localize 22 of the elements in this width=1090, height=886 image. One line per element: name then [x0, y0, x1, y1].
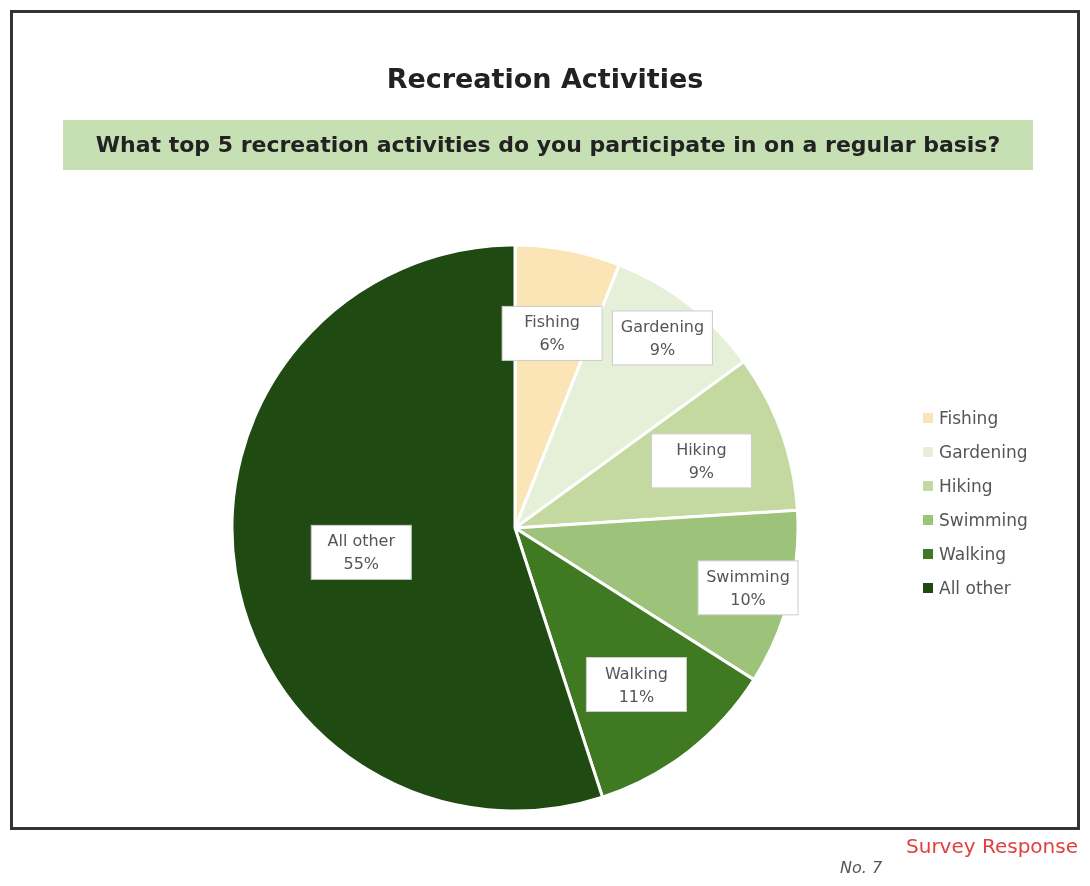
legend-label: Walking [939, 544, 1006, 564]
legend-label: All other [939, 578, 1011, 598]
text: Survey Response [906, 834, 1078, 858]
slice-label: Fishing [524, 312, 580, 332]
chart-title: Recreation Activities [385, 63, 705, 94]
data-label: 6% [539, 335, 565, 355]
legend-label: Swimming [939, 510, 1028, 530]
data-label: 9% [688, 462, 715, 482]
legend-label: Fishing [939, 408, 999, 428]
legend-label: Hiking [939, 476, 993, 496]
data-label: 9% [649, 339, 676, 359]
data-label: 10% [730, 589, 766, 609]
text: No. 7 [840, 858, 883, 877]
slice-label: Swimming [706, 566, 790, 586]
data-label: 55% [343, 554, 380, 574]
slice-label: Walking [604, 663, 668, 683]
chart-subtitle: What top 5 recreation activities do you participate in on a regular basis? [63, 120, 1033, 170]
legend-label: Gardening [939, 442, 1028, 462]
slice-label: All other [327, 531, 396, 551]
data-label: 11% [618, 686, 655, 706]
slice-label: Gardening [620, 316, 705, 336]
slice-label: Hiking [676, 439, 727, 459]
